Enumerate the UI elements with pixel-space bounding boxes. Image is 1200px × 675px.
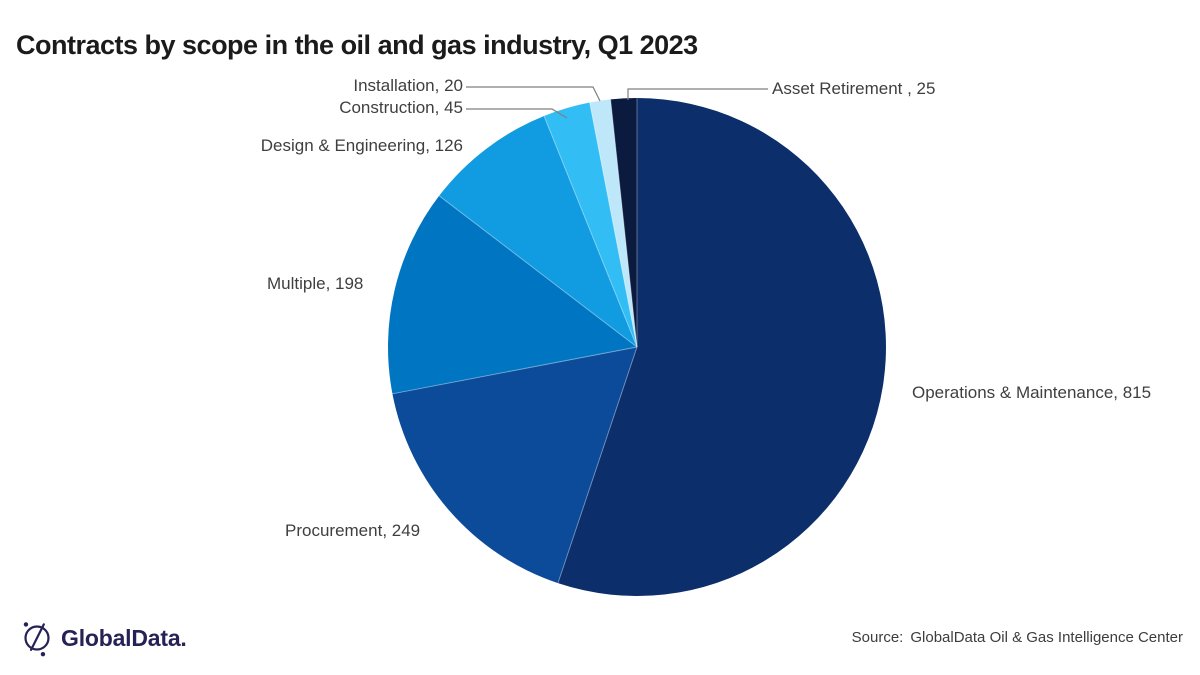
globaldata-globe-icon <box>23 622 50 657</box>
pie-slice-installation <box>589 99 637 348</box>
slice-separator <box>543 115 638 348</box>
leader-line-asset-retirement <box>627 88 768 100</box>
globaldata-logo-text: GlobalData. <box>61 624 187 651</box>
leader-line-construction <box>466 108 568 119</box>
pie-slice-multiple <box>387 195 637 394</box>
pie-slice-design-engineering <box>439 116 637 347</box>
pie-label-design-engineering: Design & Engineering, 126 <box>260 136 463 155</box>
source-text: GlobalData Oil & Gas Intelligence Center <box>910 629 1183 646</box>
pie-label-multiple: Multiple, 198 <box>267 274 364 293</box>
slice-separator <box>589 102 638 348</box>
pie-label-installation: Installation, 20 <box>353 76 463 95</box>
pie-slice-construction <box>544 102 637 347</box>
chart-title: Contracts by scope in the oil and gas in… <box>16 30 698 60</box>
pie-label-procurement: Procurement, 249 <box>285 521 421 540</box>
slice-separator <box>610 99 638 348</box>
leader-line-installation <box>466 86 601 102</box>
source-attribution: Source: GlobalData Oil & Gas Intelligence… <box>852 629 1183 646</box>
pie-slice-operations-maintenance <box>557 98 886 596</box>
slice-separator <box>557 346 638 584</box>
globaldata-logo: GlobalData. <box>20 618 187 658</box>
slice-separator <box>438 195 638 348</box>
slice-separator <box>392 346 638 395</box>
pie-slice-procurement <box>392 347 637 584</box>
pie-label-asset-retirement: Asset Retirement , 25 <box>772 79 936 98</box>
pie-label-operations-maintenance: Operations & Maintenance, 815 <box>912 383 1152 402</box>
pie-label-construction: Construction, 45 <box>339 98 463 117</box>
source-label: Source: <box>851 629 904 646</box>
pie-slice-asset-retirement <box>610 98 637 347</box>
